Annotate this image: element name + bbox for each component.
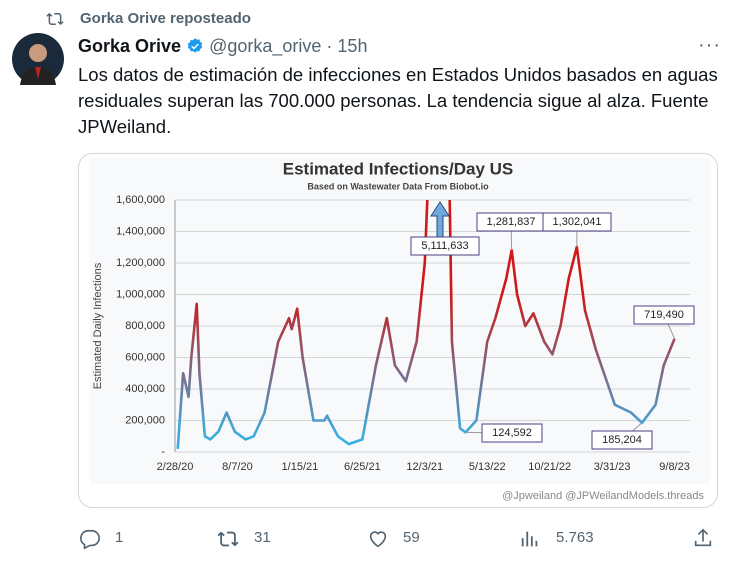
repost-icon bbox=[46, 12, 64, 25]
x-tick-label: 12/3/21 bbox=[406, 461, 443, 473]
y-tick-label: 800,000 bbox=[125, 320, 165, 332]
like-count: 59 bbox=[403, 529, 420, 546]
annotation-label: 1,281,837 bbox=[487, 216, 536, 228]
annotation-label: 124,592 bbox=[492, 427, 532, 439]
annotation-box bbox=[410, 236, 480, 256]
y-tick-label: 600,000 bbox=[125, 351, 165, 363]
annotation-box bbox=[633, 305, 695, 325]
chart-image[interactable]: Estimated Infections/Day US Based on Was… bbox=[78, 153, 718, 508]
reply-icon[interactable] bbox=[79, 528, 101, 550]
y-tick-label: 400,000 bbox=[125, 383, 165, 395]
author-name[interactable]: Gorka Orive bbox=[78, 36, 182, 56]
y-tick-label: 1,600,000 bbox=[116, 194, 165, 206]
annotation-box bbox=[591, 430, 653, 450]
avatar[interactable] bbox=[12, 33, 64, 85]
y-tick-label: 1,200,000 bbox=[116, 257, 165, 269]
chart-subtitle: Based on Wastewater Data From Biobot.io bbox=[307, 181, 489, 191]
repost-count: 31 bbox=[254, 529, 271, 546]
x-tick-label: 1/15/21 bbox=[282, 461, 319, 473]
annotation-label: 185,204 bbox=[602, 434, 642, 446]
credit: @Jpweiland @JPWeilandModels.threads bbox=[502, 490, 704, 502]
annotation-box bbox=[481, 423, 543, 443]
view-count: 5.763 bbox=[556, 529, 594, 546]
annotation-label: 719,490 bbox=[644, 309, 684, 321]
x-tick-label: 8/7/20 bbox=[222, 461, 253, 473]
reply-count: 1 bbox=[115, 529, 124, 546]
post-text: Los datos de estimación de infecciones e… bbox=[78, 64, 718, 137]
name-row: Gorka Orive @gorka_orive · 15h bbox=[78, 36, 368, 56]
y-tick-label: 1,400,000 bbox=[116, 225, 165, 237]
chart-background bbox=[90, 158, 710, 484]
post-time[interactable]: 15h bbox=[337, 36, 368, 56]
chart-title: Estimated Infections/Day US bbox=[283, 159, 514, 178]
views-icon[interactable] bbox=[519, 528, 541, 550]
y-tick-label: - bbox=[161, 446, 165, 458]
annotation-label: 5,111,633 bbox=[421, 240, 468, 252]
y-axis-label: Estimated Daily Infections bbox=[92, 262, 104, 389]
more-menu[interactable]: ··· bbox=[698, 34, 721, 56]
x-tick-label: 5/13/22 bbox=[469, 461, 506, 473]
x-tick-label: 2/28/20 bbox=[157, 461, 194, 473]
data-line bbox=[176, 200, 676, 449]
y-tick-label: 1,000,000 bbox=[116, 288, 165, 300]
verified-badge bbox=[187, 38, 203, 53]
x-tick-label: 10/21/22 bbox=[528, 461, 571, 473]
annotation-label: 1,302,041 bbox=[553, 216, 602, 228]
author-handle[interactable]: @gorka_orive bbox=[209, 36, 322, 56]
x-tick-label: 6/25/21 bbox=[344, 461, 381, 473]
x-tick-label: 3/31/23 bbox=[594, 461, 631, 473]
like-icon[interactable] bbox=[367, 528, 389, 550]
annotation-box bbox=[542, 212, 612, 232]
share-icon[interactable] bbox=[692, 527, 714, 549]
repost-label: Gorka Orive reposteado bbox=[80, 10, 251, 27]
off-chart-arrow bbox=[430, 201, 450, 239]
x-tick-label: 9/8/23 bbox=[659, 461, 690, 473]
repost-button[interactable] bbox=[217, 528, 239, 550]
y-tick-label: 200,000 bbox=[125, 414, 165, 426]
